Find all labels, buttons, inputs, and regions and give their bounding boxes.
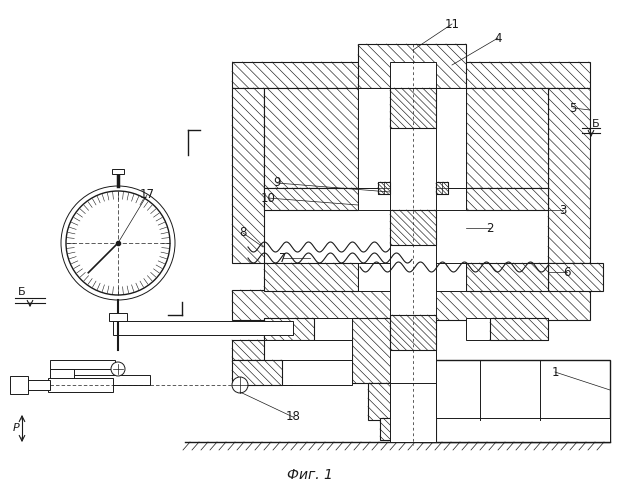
Bar — [232, 290, 590, 320]
Bar — [232, 88, 264, 263]
Bar — [264, 188, 358, 210]
Bar — [112, 169, 124, 174]
Bar — [390, 88, 436, 128]
Bar — [264, 318, 314, 340]
Bar — [264, 263, 358, 291]
Text: 10: 10 — [261, 192, 276, 205]
Bar — [466, 188, 548, 210]
Bar — [25, 380, 50, 390]
Bar — [232, 62, 590, 88]
Bar — [548, 88, 590, 263]
Circle shape — [61, 186, 175, 300]
Bar — [264, 88, 358, 188]
Bar — [10, 376, 28, 394]
Text: 18: 18 — [285, 411, 300, 424]
Bar — [490, 318, 548, 340]
Text: 4: 4 — [494, 31, 502, 44]
Bar — [358, 88, 466, 188]
Bar — [358, 44, 466, 88]
Bar — [109, 313, 127, 321]
Bar — [390, 210, 436, 245]
Bar — [113, 321, 293, 335]
Bar — [420, 360, 610, 442]
Circle shape — [232, 377, 248, 393]
Bar — [50, 375, 150, 385]
Text: 5: 5 — [569, 101, 577, 114]
Bar — [378, 182, 390, 194]
Bar — [436, 182, 448, 194]
Circle shape — [111, 362, 125, 376]
Text: 3: 3 — [559, 204, 567, 217]
Bar — [390, 62, 436, 442]
Bar — [390, 315, 436, 350]
Text: 9: 9 — [273, 177, 281, 190]
Bar — [232, 360, 352, 385]
Text: 8: 8 — [239, 227, 247, 240]
Text: Б: Б — [592, 119, 600, 129]
Text: Фиг. 1: Фиг. 1 — [287, 468, 333, 482]
Text: 7: 7 — [279, 251, 287, 264]
Bar — [368, 383, 396, 420]
Bar — [466, 263, 548, 291]
Bar — [50, 360, 115, 369]
Text: Б: Б — [18, 287, 26, 297]
Bar — [50, 369, 74, 391]
Bar — [358, 188, 466, 210]
Bar — [264, 318, 352, 340]
Circle shape — [66, 191, 170, 295]
Bar — [548, 263, 603, 291]
Bar — [378, 182, 390, 194]
Bar — [436, 182, 448, 194]
Bar — [420, 418, 610, 442]
Bar — [232, 360, 282, 385]
Bar — [232, 340, 264, 360]
Bar — [232, 340, 352, 360]
Text: 11: 11 — [445, 17, 460, 30]
Text: 17: 17 — [139, 189, 154, 202]
Text: Р: Р — [13, 423, 20, 433]
Bar — [390, 383, 436, 420]
Bar — [380, 418, 436, 440]
Bar — [48, 378, 113, 392]
Bar — [466, 88, 548, 188]
Text: 1: 1 — [551, 365, 559, 379]
Bar — [390, 318, 436, 383]
Text: 2: 2 — [486, 222, 494, 235]
Bar — [358, 263, 466, 291]
Bar — [352, 318, 414, 383]
Text: 6: 6 — [564, 265, 571, 278]
Bar — [466, 318, 548, 340]
